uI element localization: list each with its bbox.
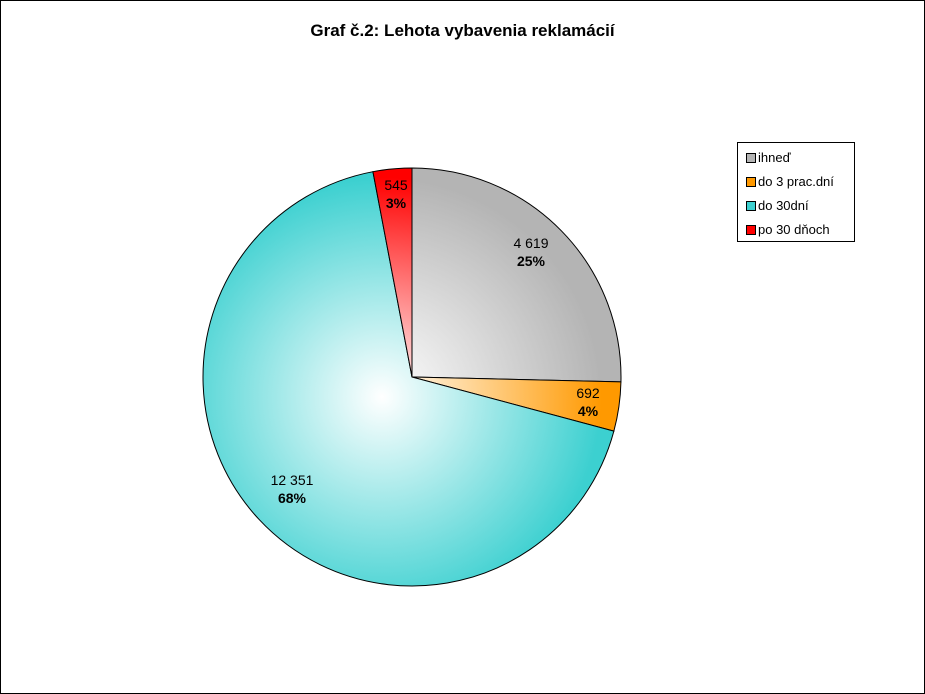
legend-item-ihned: ihneď [746,150,791,166]
legend-swatch [746,176,756,187]
value-label-po-30-dnoch: 545 [384,177,408,193]
value-label-do-3-prac-dni: 692 [576,385,600,401]
percent-label-do-3-prac-dni: 4% [578,403,599,419]
legend-label: do 3 prac.dní [758,174,834,189]
chart-title: Graf č.2: Lehota vybavenia reklamácií [310,21,615,40]
percent-label-do-30dni: 68% [278,490,307,506]
legend-swatch [746,224,756,235]
legend-label: ihneď [758,150,791,165]
percent-label-po-30-dnoch: 3% [386,195,407,211]
legend-item-po-30-dnoch: po 30 dňoch [746,222,830,238]
legend: ihneď do 3 prac.dní do 30dní po 30 dňoch [737,142,855,242]
percent-label-ihned: 25% [517,253,546,269]
pie-slice-po-30-dnoch [372,167,413,378]
value-label-do-30dni: 12 351 [271,472,314,488]
value-label-ihned: 4 619 [513,235,548,251]
legend-swatch [746,152,756,163]
legend-item-do-3-prac-dni: do 3 prac.dní [746,174,834,190]
legend-label: po 30 dňoch [758,222,830,237]
legend-label: do 30dní [758,198,809,213]
legend-item-do-30dni: do 30dní [746,198,809,214]
pie-slice-ihned [411,167,622,383]
legend-swatch [746,200,756,211]
pie-slice-do-30dni [202,171,615,587]
